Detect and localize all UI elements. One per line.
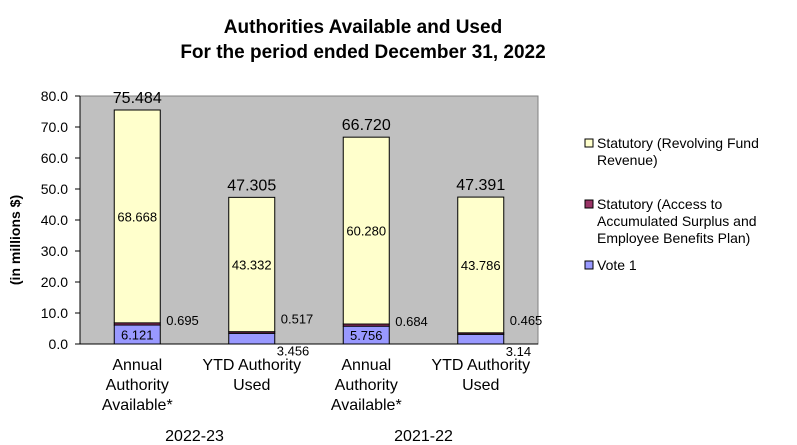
legend-swatch	[584, 199, 594, 209]
y-axis-label: (in millions $)	[7, 195, 23, 285]
y-axis: 0.0 10.0 20.0 30.0 40.0 50.0 60.0 70.0 80.0	[41, 88, 81, 352]
bar-segment	[457, 333, 505, 345]
chart-subtitle: For the period ended December 31, 2022	[180, 42, 545, 63]
bar-segment	[342, 136, 390, 325]
x-category-label: YTD Authority	[202, 357, 301, 374]
x-category-label: Annual	[112, 357, 162, 374]
data-label: 43.332	[232, 258, 272, 273]
data-label: 0.517	[281, 312, 314, 327]
bar-total-label: 66.720	[342, 117, 391, 134]
y-tick-label: 50.0	[41, 181, 68, 197]
y-tick-label: 10.0	[41, 305, 68, 321]
y-tick-label: 0.0	[49, 336, 69, 352]
data-label: 43.786	[461, 258, 501, 273]
data-label: 0.695	[166, 313, 199, 328]
x-category-label: Authority	[106, 377, 169, 394]
legend-label: Statutory (Revolving Fund	[597, 135, 759, 151]
legend-swatch	[584, 260, 594, 270]
x-category-label: Authority	[335, 377, 398, 394]
data-label: 68.668	[117, 209, 157, 224]
x-axis: Annual Authority Available* YTD Authority Us…	[80, 343, 538, 445]
bar-total-label: 47.391	[456, 177, 505, 194]
chart-title: Authorities Available and Used	[224, 17, 502, 38]
data-label: 5.756	[350, 328, 383, 343]
x-category-label: Used	[462, 377, 499, 394]
x-group-label: 2022-23	[165, 428, 224, 445]
y-tick-label: 80.0	[41, 88, 68, 104]
bars	[113, 109, 505, 345]
bar-segment	[113, 109, 161, 324]
x-category-label: Annual	[341, 357, 391, 374]
bar-segment	[457, 196, 505, 334]
bar-segment	[228, 332, 276, 345]
data-label: 0.684	[395, 314, 428, 329]
data-label: 60.280	[346, 224, 386, 239]
x-category-label: Available*	[331, 397, 402, 414]
bar-total-label: 47.305	[227, 177, 276, 194]
y-tick-label: 40.0	[41, 212, 68, 228]
x-category-label: Used	[233, 377, 270, 394]
data-label: 0.465	[510, 313, 543, 328]
bar-total-label: 75.484	[113, 90, 162, 107]
legend-label: Employee Benefits Plan)	[597, 230, 750, 246]
x-group-label: 2021-22	[394, 428, 453, 445]
data-label: 3.14	[506, 344, 531, 359]
legend-swatch	[584, 138, 594, 148]
x-category-label: YTD Authority	[431, 357, 530, 374]
legend-label: Vote 1	[597, 257, 637, 273]
y-tick-label: 60.0	[41, 150, 68, 166]
data-label: 3.456	[277, 344, 310, 359]
legend-label: Accumulated Surplus and	[597, 213, 757, 229]
y-tick-label: 30.0	[41, 243, 68, 259]
data-label: 6.121	[121, 328, 154, 343]
legend-label: Statutory (Access to	[597, 196, 722, 212]
x-category-label: Available*	[102, 397, 173, 414]
y-tick-label: 20.0	[41, 274, 68, 290]
y-tick-label: 70.0	[41, 119, 68, 135]
bar-segment	[228, 196, 276, 333]
data-labels: 6.121 0.695 68.668 75.484 3.456 0.517 43.332 47…	[113, 90, 543, 359]
legend-label: Revenue)	[597, 152, 658, 168]
